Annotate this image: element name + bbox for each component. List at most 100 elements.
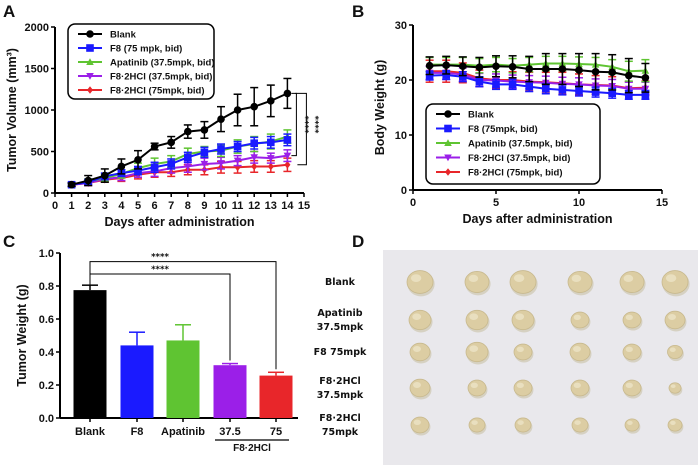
tumor-highlight	[573, 382, 581, 388]
legend-item: F8·2HCl (37.5mpk, bid)	[436, 153, 570, 164]
tumor-sample	[410, 416, 430, 434]
tumor-highlight	[515, 313, 525, 321]
data-point	[558, 65, 567, 73]
legend: Blank F8 (75 mpk, bid) Apatinib (37.5mpk, …	[67, 23, 215, 100]
significance-bracket	[291, 92, 297, 157]
tumor-highlight	[625, 314, 633, 320]
data-point	[475, 77, 484, 86]
marker-circle	[444, 110, 452, 118]
y-tick-label: 1500	[25, 64, 49, 76]
data-point	[233, 106, 242, 114]
data-point	[575, 66, 583, 74]
y-tick-label: 0.0	[39, 413, 54, 425]
x-tick-label: 3	[102, 200, 108, 212]
tumor-sample	[513, 343, 533, 361]
data-point	[150, 142, 159, 151]
tumor-highlight	[516, 382, 524, 388]
bar-blank	[73, 284, 107, 422]
x-tick-label: 0	[410, 197, 416, 209]
data-point	[542, 85, 550, 93]
x-tick-label: 4	[118, 200, 125, 212]
data-point	[84, 176, 92, 185]
data-point	[525, 82, 533, 91]
y-tick-label: 30	[395, 20, 407, 32]
legend-label: F8·2HCl (37.5mpk, bid)	[110, 72, 212, 83]
data-point	[251, 162, 258, 171]
data-point	[508, 63, 517, 71]
significance-label: ****	[151, 253, 169, 263]
tumor-highlight	[573, 314, 581, 320]
y-tick-label: 2000	[25, 22, 49, 34]
legend-item: F8·2HCl (37.5mpk, bid)	[78, 72, 212, 83]
legend-label: F8 (75mpk, bid)	[468, 124, 538, 135]
tumor-highlight	[623, 274, 634, 282]
tumor-highlight	[471, 420, 478, 425]
tumor-sample	[570, 379, 590, 397]
data-point	[459, 62, 467, 71]
series-blank	[425, 52, 650, 94]
tumor-highlight	[665, 274, 677, 282]
bar	[213, 365, 247, 418]
legend-label: Blank	[468, 110, 495, 121]
photo-row-label: 75mpk	[322, 427, 359, 438]
x-tick-label: 15	[298, 200, 310, 212]
data-point	[442, 61, 451, 69]
data-point	[283, 152, 292, 160]
x-tick-label: 5	[135, 200, 141, 212]
marker-circle	[86, 30, 94, 38]
data-point	[233, 157, 242, 165]
y-tick-label: 1000	[25, 105, 49, 117]
tumor-highlight	[468, 274, 479, 282]
data-point	[167, 160, 175, 168]
legend-label: F8 (75 mpk, bid)	[110, 44, 182, 55]
data-point	[200, 126, 209, 134]
legend-item: F8 (75mpk, bid)	[436, 124, 538, 135]
legend-box	[67, 23, 215, 100]
data-point	[267, 97, 275, 105]
bar-f8_2hcl_37_5	[213, 362, 247, 422]
marker-triangle-down	[86, 72, 94, 80]
data-point	[233, 142, 242, 151]
y-tick-label: 0	[401, 185, 407, 197]
tumor-highlight	[670, 384, 676, 389]
data-point	[459, 72, 467, 81]
tumor-sample	[465, 309, 489, 331]
data-point	[217, 145, 225, 153]
data-point	[267, 162, 274, 171]
series-blank	[67, 77, 292, 189]
data-point	[250, 139, 258, 147]
tumor-sample	[661, 270, 689, 294]
data-point	[575, 87, 583, 95]
legend-item: Blank	[78, 30, 137, 41]
marker-square	[444, 124, 452, 133]
tumor-highlight	[513, 274, 525, 282]
bar	[259, 375, 293, 418]
data-point	[217, 160, 225, 167]
bar-apatinib	[166, 324, 200, 422]
data-point	[200, 160, 209, 168]
tumor-sample	[408, 309, 432, 331]
data-point	[250, 102, 258, 111]
x-axis-label: Days after administration	[104, 215, 254, 229]
data-point	[625, 91, 633, 99]
tumor-highlight	[413, 382, 421, 388]
tumor-highlight	[413, 346, 421, 352]
group-label: F8·2HCl	[233, 443, 271, 454]
tumor-sample	[622, 379, 642, 397]
legend-label: Apatinib (37.5mpk, bid)	[110, 58, 215, 69]
x-tick-label: 75	[270, 426, 282, 438]
bar-f8	[120, 331, 154, 422]
bar	[73, 290, 107, 418]
tumor-sample	[514, 417, 532, 433]
significance-label: ****	[151, 265, 169, 275]
tumor-sample	[511, 309, 535, 331]
photo-row-label: Apatinib	[317, 308, 362, 319]
data-point	[150, 163, 159, 172]
x-tick-label: 8	[185, 200, 191, 212]
panel-label-b: B	[352, 2, 364, 21]
legend-label: F8·2HCl (75mpk, bid)	[110, 86, 205, 97]
x-tick-label: 11	[232, 200, 244, 212]
tumor-sample	[406, 270, 434, 294]
tumor-sample	[622, 311, 642, 329]
